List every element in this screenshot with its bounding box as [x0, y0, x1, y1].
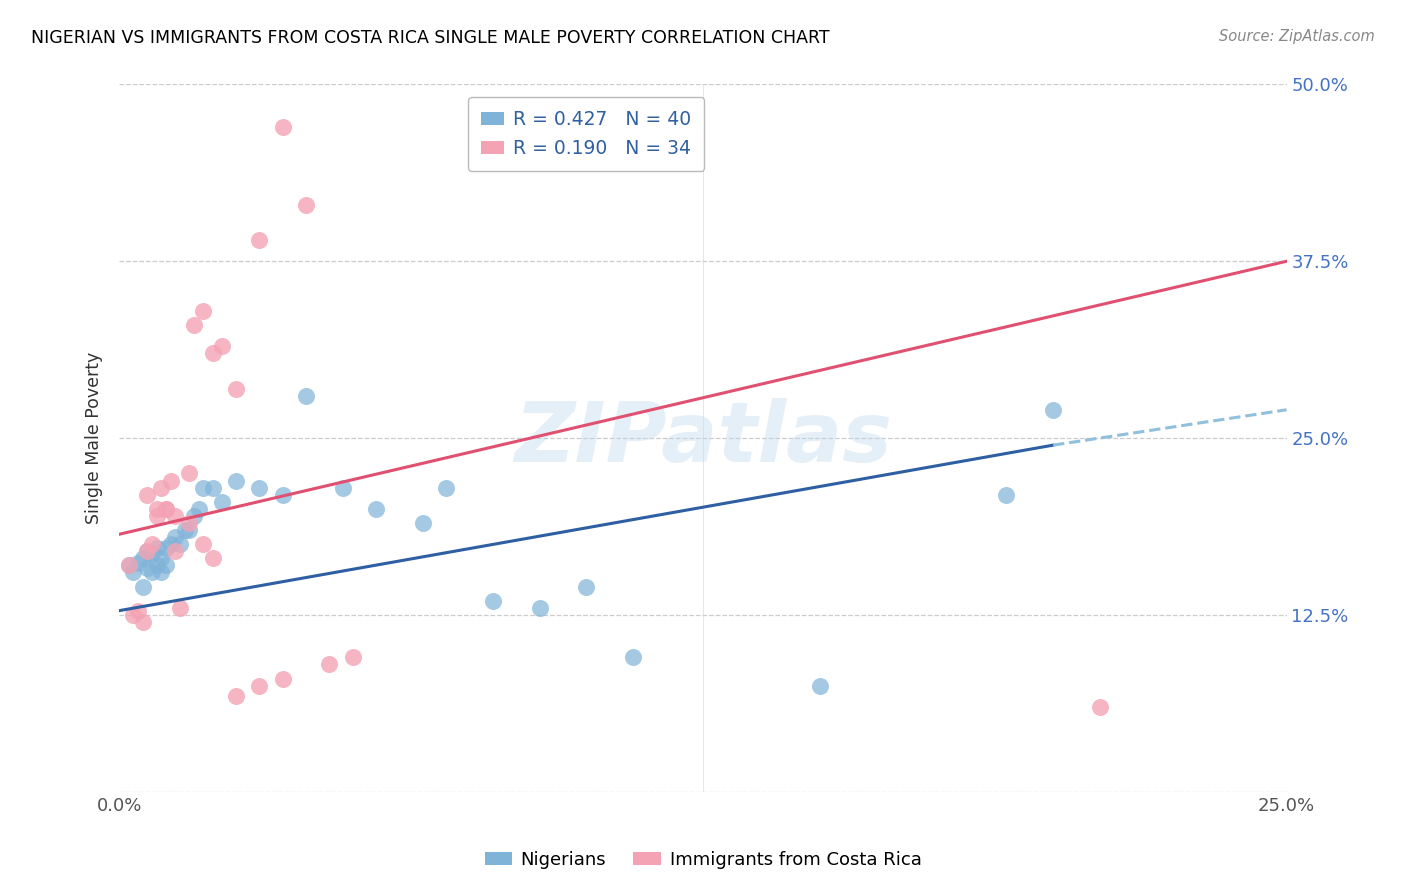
Point: [150, 566, 173, 580]
Point: [122, 607, 145, 622]
Point: [193, 481, 215, 495]
Point: [247, 233, 270, 247]
Point: [141, 566, 163, 580]
Point: [131, 551, 153, 566]
Point: [271, 120, 294, 134]
Point: [169, 600, 191, 615]
Point: [165, 530, 187, 544]
Point: [271, 672, 294, 686]
Point: [995, 488, 1018, 502]
Point: [201, 346, 224, 360]
Point: [179, 516, 201, 530]
Point: [173, 523, 195, 537]
Point: [127, 556, 149, 570]
Point: [145, 541, 167, 556]
Point: [145, 558, 167, 573]
Point: [131, 580, 153, 594]
Point: [165, 508, 187, 523]
Point: [127, 604, 149, 618]
Point: [412, 516, 434, 530]
Point: [155, 501, 177, 516]
Point: [295, 389, 318, 403]
Point: [225, 382, 247, 396]
Point: [183, 318, 205, 332]
Point: [1088, 699, 1111, 714]
Point: [150, 481, 173, 495]
Point: [575, 580, 598, 594]
Point: [808, 679, 831, 693]
Point: [193, 303, 215, 318]
Point: [155, 541, 177, 556]
Point: [122, 566, 145, 580]
Point: [141, 547, 163, 561]
Point: [434, 481, 457, 495]
Point: [136, 544, 159, 558]
Legend: Nigerians, Immigrants from Costa Rica: Nigerians, Immigrants from Costa Rica: [478, 844, 928, 876]
Point: [482, 593, 505, 607]
Text: ZIPatlas: ZIPatlas: [515, 398, 891, 479]
Point: [136, 488, 159, 502]
Point: [621, 650, 644, 665]
Point: [145, 508, 167, 523]
Point: [247, 481, 270, 495]
Y-axis label: Single Male Poverty: Single Male Poverty: [86, 352, 103, 524]
Point: [179, 467, 201, 481]
Point: [364, 501, 387, 516]
Point: [117, 558, 139, 573]
Point: [136, 544, 159, 558]
Point: [179, 523, 201, 537]
Point: [150, 551, 173, 566]
Point: [342, 650, 364, 665]
Point: [169, 537, 191, 551]
Point: [1042, 402, 1064, 417]
Point: [271, 488, 294, 502]
Point: [159, 474, 181, 488]
Point: [201, 481, 224, 495]
Point: [201, 551, 224, 566]
Point: [318, 657, 340, 672]
Point: [159, 537, 181, 551]
Point: [141, 537, 163, 551]
Point: [529, 600, 551, 615]
Point: [225, 474, 247, 488]
Point: [145, 501, 167, 516]
Point: [117, 558, 139, 573]
Point: [155, 558, 177, 573]
Point: [187, 501, 209, 516]
Point: [193, 537, 215, 551]
Point: [211, 494, 233, 508]
Point: [247, 679, 270, 693]
Text: NIGERIAN VS IMMIGRANTS FROM COSTA RICA SINGLE MALE POVERTY CORRELATION CHART: NIGERIAN VS IMMIGRANTS FROM COSTA RICA S…: [31, 29, 830, 46]
Point: [136, 561, 159, 575]
Point: [183, 508, 205, 523]
Point: [295, 197, 318, 211]
Point: [131, 615, 153, 629]
Point: [155, 501, 177, 516]
Point: [211, 339, 233, 353]
Legend: R = 0.427   N = 40, R = 0.190   N = 34: R = 0.427 N = 40, R = 0.190 N = 34: [468, 97, 704, 171]
Point: [332, 481, 354, 495]
Point: [165, 544, 187, 558]
Point: [225, 689, 247, 703]
Text: Source: ZipAtlas.com: Source: ZipAtlas.com: [1219, 29, 1375, 44]
